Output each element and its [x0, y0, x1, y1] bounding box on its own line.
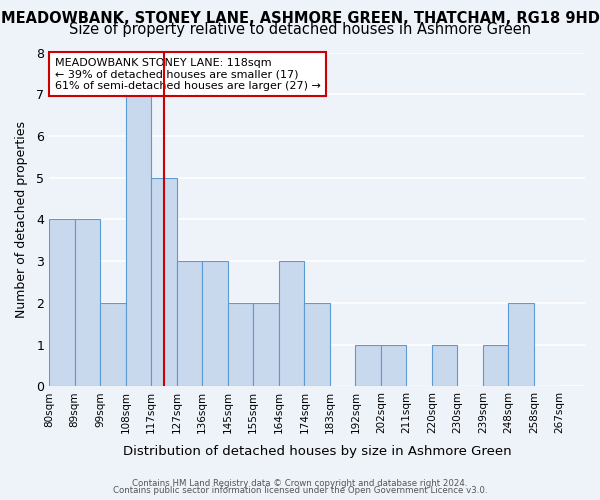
- Bar: [75, 220, 100, 386]
- Bar: [100, 303, 126, 386]
- Bar: [253, 303, 279, 386]
- Bar: [483, 344, 508, 387]
- Bar: [304, 303, 330, 386]
- Bar: [49, 220, 75, 386]
- Y-axis label: Number of detached properties: Number of detached properties: [15, 121, 28, 318]
- Bar: [151, 178, 177, 386]
- X-axis label: Distribution of detached houses by size in Ashmore Green: Distribution of detached houses by size …: [123, 444, 511, 458]
- Text: Contains public sector information licensed under the Open Government Licence v3: Contains public sector information licen…: [113, 486, 487, 495]
- Bar: [279, 261, 304, 386]
- Text: MEADOWBANK, STONEY LANE, ASHMORE GREEN, THATCHAM, RG18 9HD: MEADOWBANK, STONEY LANE, ASHMORE GREEN, …: [1, 11, 599, 26]
- Bar: [381, 344, 406, 387]
- Text: Size of property relative to detached houses in Ashmore Green: Size of property relative to detached ho…: [69, 22, 531, 37]
- Bar: [355, 344, 381, 387]
- Bar: [508, 303, 534, 386]
- Bar: [202, 261, 228, 386]
- Bar: [126, 94, 151, 386]
- Bar: [177, 261, 202, 386]
- Text: MEADOWBANK STONEY LANE: 118sqm
← 39% of detached houses are smaller (17)
61% of : MEADOWBANK STONEY LANE: 118sqm ← 39% of …: [55, 58, 320, 90]
- Text: Contains HM Land Registry data © Crown copyright and database right 2024.: Contains HM Land Registry data © Crown c…: [132, 478, 468, 488]
- Bar: [228, 303, 253, 386]
- Bar: [432, 344, 457, 387]
